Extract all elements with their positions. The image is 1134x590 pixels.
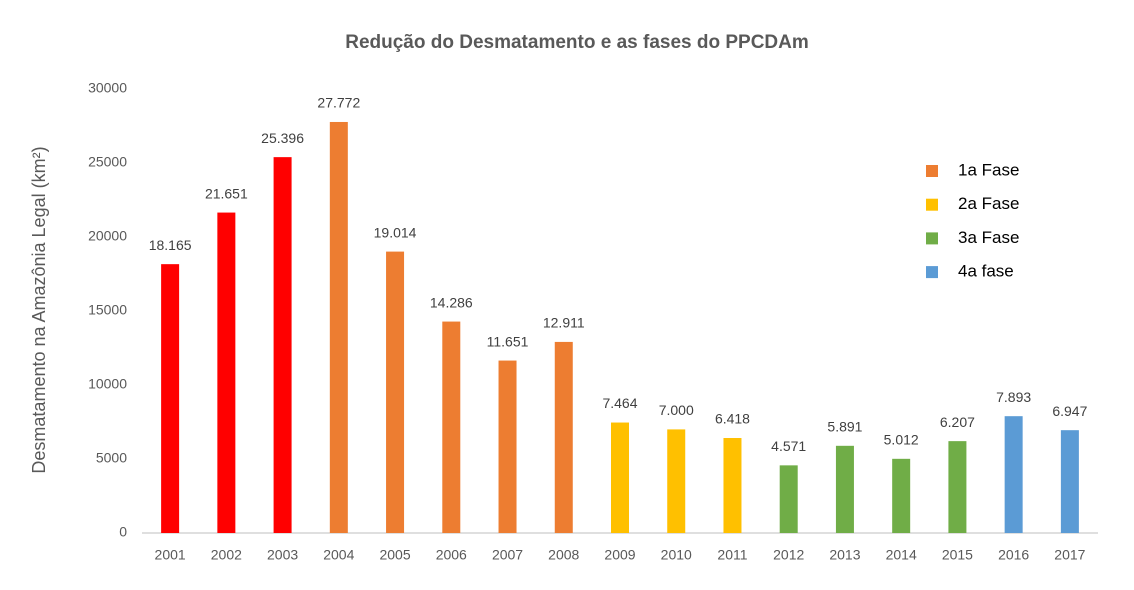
data-label: 21.651 [205, 185, 248, 201]
x-tick-label: 2001 [155, 547, 186, 563]
y-tick-label: 30000 [88, 80, 127, 96]
y-tick-label: 25000 [88, 154, 127, 170]
data-label: 7.893 [996, 389, 1031, 405]
data-label: 12.911 [543, 315, 585, 331]
legend-swatch [926, 198, 938, 211]
data-label: 18.165 [149, 237, 192, 253]
bar [161, 264, 180, 533]
bar [217, 212, 236, 534]
x-tick-label: 2017 [1054, 547, 1085, 563]
bar [329, 121, 348, 534]
legend-label: 3a Fase [958, 228, 1019, 247]
x-tick-label: 2016 [998, 547, 1029, 563]
bar [1060, 430, 1079, 533]
x-tick-label: 2010 [661, 547, 692, 563]
x-tick-label: 2013 [829, 547, 860, 563]
x-tick-label: 2003 [267, 547, 298, 563]
y-tick-label: 20000 [88, 228, 127, 244]
data-label: 11.651 [487, 333, 529, 349]
x-tick-label: 2006 [436, 547, 467, 563]
data-label: 19.014 [374, 224, 417, 240]
data-label: 7.464 [602, 395, 637, 411]
x-tick-label: 2002 [211, 547, 242, 563]
legend-swatch [926, 266, 938, 279]
data-label: 27.772 [317, 95, 360, 111]
data-label: 7.000 [659, 402, 694, 418]
x-tick-label: 2012 [773, 547, 804, 563]
bar [667, 429, 686, 533]
bar [892, 458, 911, 533]
y-tick-label: 10000 [88, 376, 127, 392]
legend-swatch [926, 232, 938, 245]
bar [611, 422, 629, 533]
y-tick-label: 15000 [88, 302, 127, 318]
x-tick-label: 2007 [492, 547, 523, 563]
bar [554, 341, 573, 533]
x-tick-label: 2014 [886, 547, 917, 563]
legend-swatch [926, 165, 938, 177]
bar [498, 360, 517, 533]
x-tick-label: 2004 [323, 547, 354, 563]
legend-label: 1a Fase [958, 160, 1019, 179]
chart-title: Redução do Desmatamento e as fases do PP… [345, 32, 809, 53]
x-tick-label: 2011 [717, 547, 747, 563]
data-label: 4.571 [771, 438, 806, 454]
x-tick-label: 2015 [942, 547, 973, 563]
y-axis-label: Desmatamento na Amazônia Legal (km²) [29, 146, 49, 473]
data-label: 6.207 [940, 414, 975, 430]
data-label: 25.396 [261, 130, 304, 146]
bar [386, 251, 405, 533]
data-label: 6.947 [1052, 403, 1087, 419]
bar [835, 445, 854, 533]
legend-label: 4a fase [958, 262, 1014, 281]
data-label: 14.286 [430, 294, 473, 310]
bar [723, 438, 742, 533]
bar [948, 441, 967, 533]
bar [1004, 416, 1023, 533]
x-tick-label: 2009 [604, 547, 635, 563]
legend-label: 2a Fase [958, 194, 1019, 213]
y-tick-label: 5000 [96, 450, 127, 466]
y-tick-label: 0 [119, 524, 127, 540]
bar [273, 157, 292, 533]
x-tick-label: 2008 [548, 547, 579, 563]
data-label: 5.891 [827, 419, 862, 435]
x-tick-label: 2005 [379, 547, 410, 563]
bar [442, 321, 461, 533]
data-label: 5.012 [884, 432, 919, 448]
bar [779, 465, 798, 533]
data-label: 6.418 [715, 411, 750, 427]
